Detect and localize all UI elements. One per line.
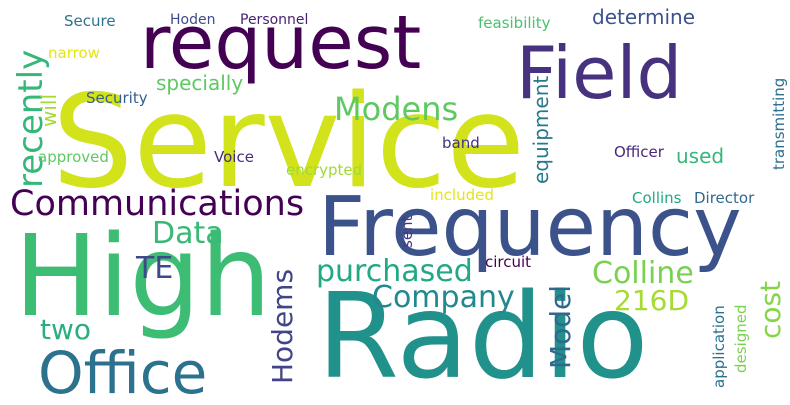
word-equipment: equipment [529,76,553,184]
word-recently: recently [11,50,51,188]
word-field: Field [516,31,682,115]
word-high: High [14,212,271,342]
word-will: will [37,94,61,127]
word-radio: Radio [317,267,649,405]
word-circuit: circuit [485,253,531,271]
word-modens: Modens [334,90,458,128]
word-te: TE [135,251,173,286]
word-included: included [430,186,494,204]
word-sent: sent [398,215,416,248]
word-service: Service [52,68,525,217]
word-office: Office [38,339,207,405]
word-voice: Voice [214,148,254,166]
word-two: two [40,313,91,346]
word-company: Company [372,280,515,315]
word-director: Director [694,189,755,207]
word-application: application [710,305,728,388]
word-used: used [676,144,724,168]
word-data: Data [152,216,224,251]
word-purchased: purchased [316,254,473,289]
word-collins: Collins [632,189,682,207]
word-request: request [140,0,421,86]
word-hodems: Hodems [266,269,299,384]
word-colline: Colline [592,256,694,291]
word-designed: designed [732,304,750,373]
word-hoden: Hoden [170,12,215,28]
word-approved: approved [38,148,109,166]
word-encrypted: encrypted [286,161,362,179]
word-band: band [442,134,480,152]
word-216d: 216D [614,284,689,317]
word-secure: Secure [64,12,116,30]
word-security: Security [86,89,148,107]
word-feasibility: feasibility [478,14,551,32]
word-specially: specially [156,71,243,95]
word-transmitting: transmitting [770,78,788,170]
word-narrow: narrow [48,44,100,62]
word-communications: Communications [10,184,304,224]
word-frequency: Frequency [318,180,742,275]
word-personnel: Personnel [240,12,308,28]
word-cost: cost [754,281,787,339]
word-officer: Officer [614,143,665,161]
word-model: Model [544,285,577,369]
word-determine: determine [592,5,695,29]
